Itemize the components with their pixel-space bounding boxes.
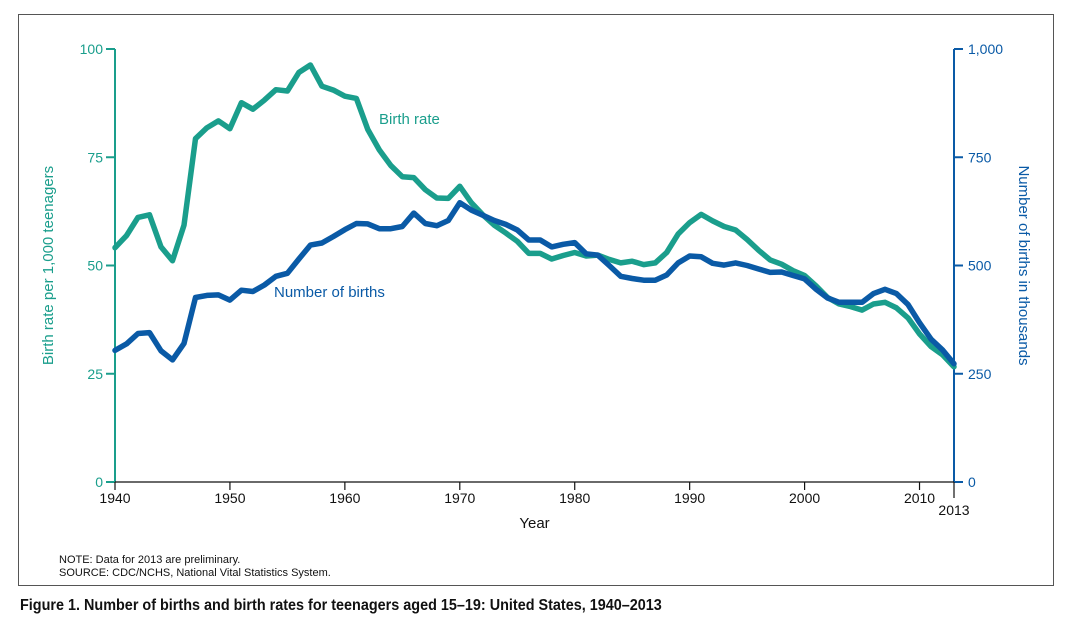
labels-layer: Birth rate Number of births — [274, 111, 440, 301]
birth-rate-line — [112, 62, 957, 370]
x-tick-label: 1940 — [99, 490, 130, 506]
x-tick-label: 2013 — [938, 502, 969, 518]
source-text: SOURCE: CDC/NCHS, National Vital Statist… — [59, 567, 331, 579]
x-tick-label: 1950 — [214, 490, 245, 506]
right-y-tick-label: 750 — [968, 149, 992, 165]
left-y-tick-label: 100 — [80, 41, 104, 57]
note-text: NOTE: Data for 2013 are preliminary. — [59, 554, 241, 566]
left-y-tick-label: 75 — [87, 149, 103, 165]
right-y-tick-label: 500 — [968, 258, 992, 274]
right-y-axis-title: Number of births in thousands — [1015, 165, 1032, 365]
series-layer — [112, 62, 957, 370]
right-y-tick-label: 250 — [968, 366, 992, 382]
x-tick-label: 1960 — [329, 490, 360, 506]
figure-caption: Figure 1. Number of births and birth rat… — [20, 597, 662, 614]
number-of-births-line — [112, 199, 957, 367]
x-axis-title: Year — [519, 515, 549, 532]
x-tick-label: 1970 — [444, 490, 475, 506]
x-tick-label: 1980 — [559, 490, 590, 506]
left-y-axis-title: Birth rate per 1,000 teenagers — [40, 166, 57, 365]
number-of-births-label: Number of births — [274, 284, 385, 301]
left-y-tick-label: 25 — [87, 366, 103, 382]
figure-frame: 0 25 50 75 100 0 250 500 750 1,000 1940 1950 1960 197… — [18, 14, 1054, 586]
birth-rate-label: Birth rate — [379, 111, 440, 128]
x-tick-label: 1990 — [674, 490, 705, 506]
axes: 0 25 50 75 100 0 250 500 750 1,000 1940 1950 1960 197… — [40, 41, 1032, 532]
line-chart: 0 25 50 75 100 0 250 500 750 1,000 1940 1950 1960 197… — [40, 41, 1032, 532]
x-tick-label: 2000 — [789, 490, 820, 506]
right-y-tick-label: 1,000 — [968, 41, 1003, 57]
x-tick-label: 2010 — [904, 490, 935, 506]
figure-notes: NOTE: Data for 2013 are preliminary. SOU… — [59, 554, 331, 580]
left-y-tick-label: 0 — [95, 474, 103, 490]
left-y-tick-label: 50 — [87, 258, 103, 274]
right-y-tick-label: 0 — [968, 474, 976, 490]
